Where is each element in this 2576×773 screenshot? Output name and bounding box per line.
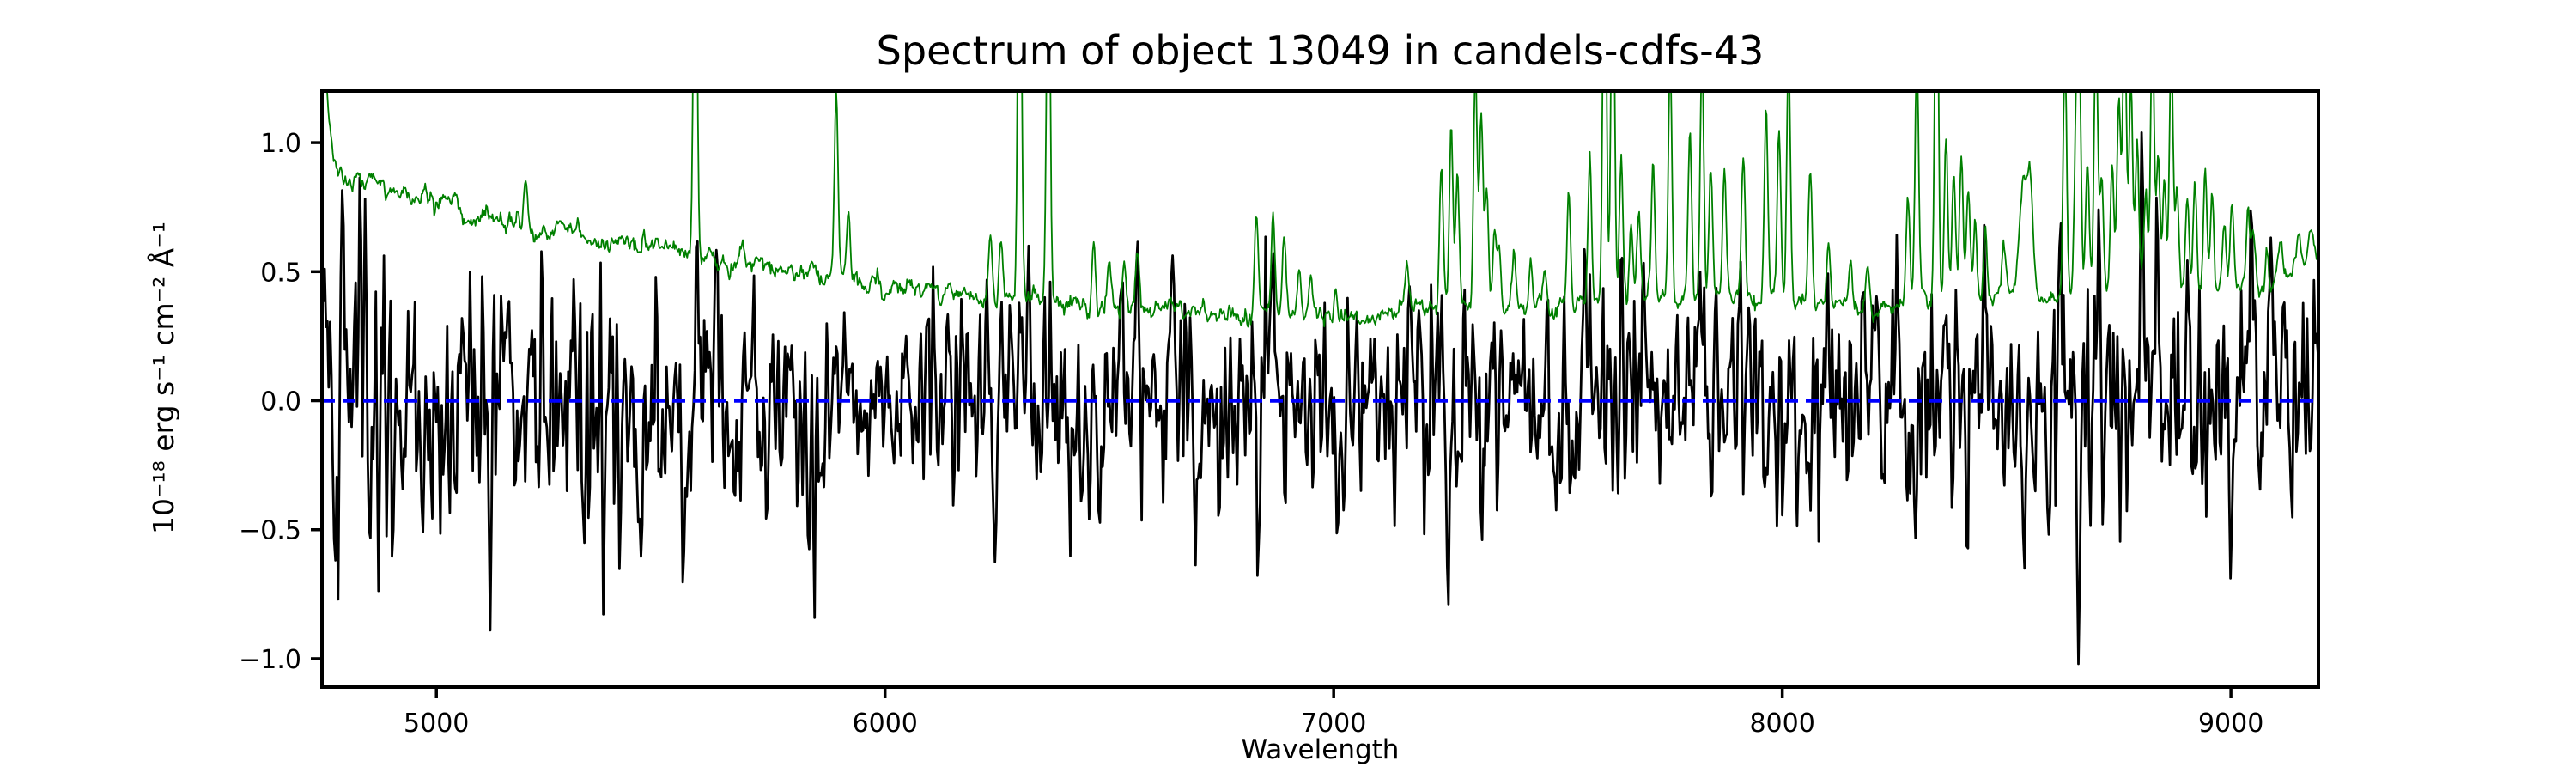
flux-trace	[322, 131, 2318, 666]
x-axis-label: Wavelength	[1241, 734, 1400, 765]
x-tick-label: 9000	[2198, 709, 2263, 739]
chart-title: Spectrum of object 13049 in candels-cdfs…	[876, 27, 1765, 74]
sky-trace	[326, 91, 2318, 328]
axes-box	[320, 89, 2320, 689]
y-tick-label: 1.0	[260, 129, 301, 159]
x-tick-label: 7000	[1301, 709, 1366, 739]
x-tick-label: 5000	[404, 709, 469, 739]
y-tick-label: −0.5	[239, 516, 301, 546]
y-tick-label: 0.5	[260, 258, 301, 288]
y-tick-label: −1.0	[239, 645, 301, 675]
traces-group	[322, 91, 2318, 666]
x-tick-label: 8000	[1749, 709, 1814, 739]
y-tick-label: 0.0	[260, 387, 301, 417]
x-tick-label: 6000	[853, 709, 918, 739]
